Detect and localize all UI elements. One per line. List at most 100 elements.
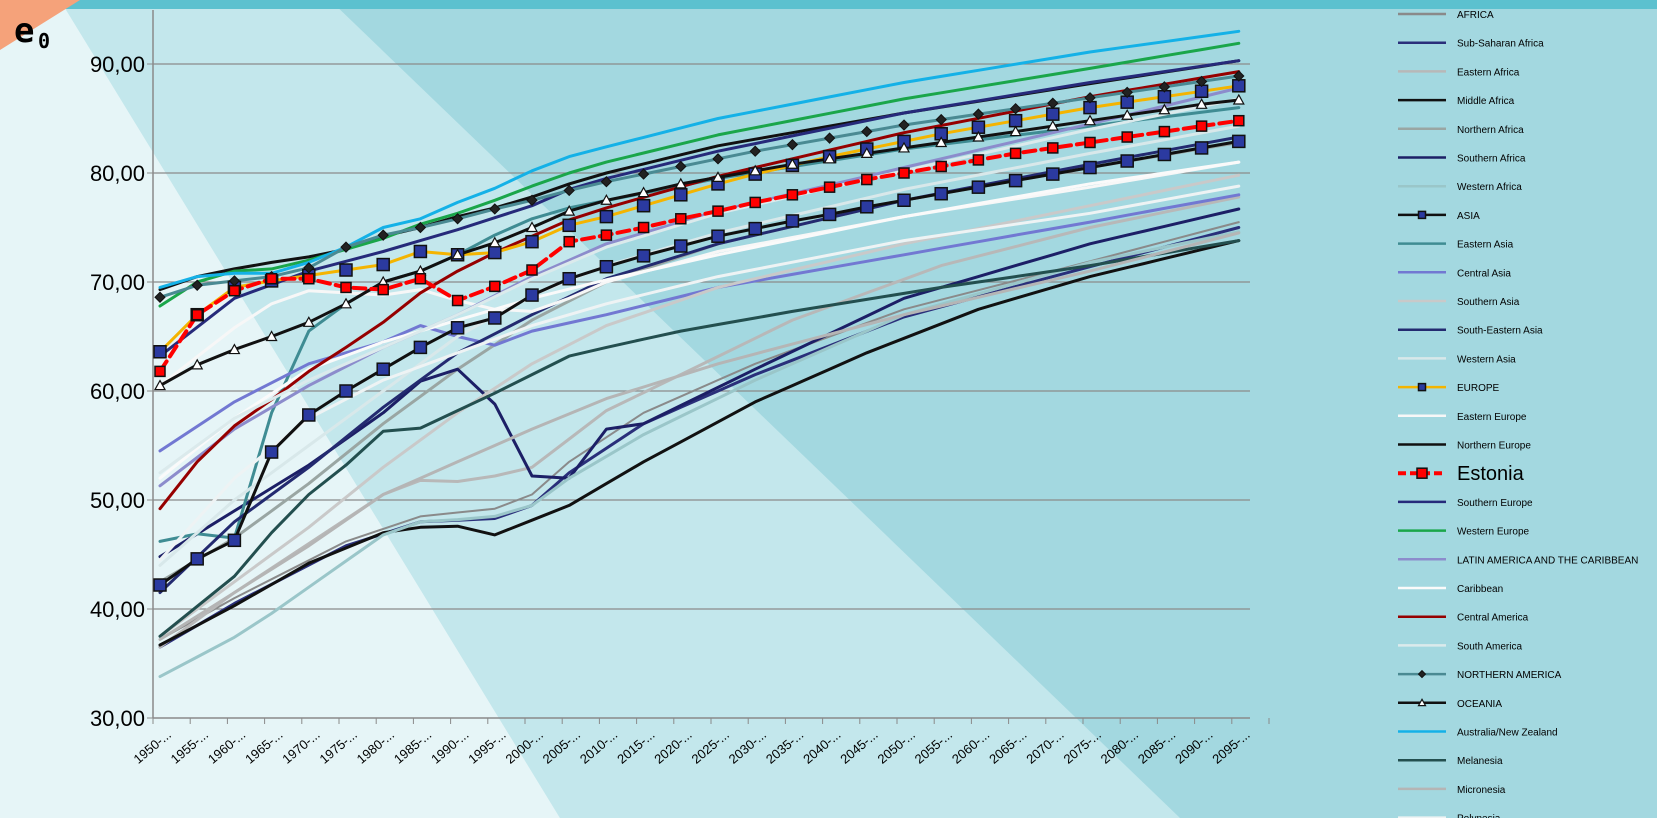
top-bar	[0, 0, 1657, 9]
data-point	[413, 244, 428, 259]
data-point	[525, 221, 539, 233]
x-tick-label: 2055-...	[912, 727, 955, 767]
data-point	[339, 384, 353, 398]
legend-label: Australia/New Zealand	[1457, 728, 1558, 739]
legend-entry: Southern Europe	[1398, 498, 1533, 509]
y-tick-labels: 30,00 40,00 50,00 60,00 70,00 80,00 90,00	[90, 52, 145, 731]
legend-entry: OCEANIA	[1398, 698, 1502, 710]
x-tick-label: 2075-...	[1061, 727, 1104, 767]
x-tick-label: 2035-...	[763, 727, 806, 767]
data-point	[674, 177, 687, 189]
data-point	[674, 188, 688, 202]
data-point	[823, 132, 836, 144]
legend-entry: Sub-Saharan Africa	[1398, 39, 1544, 50]
data-point	[1417, 382, 1427, 392]
series-line-estonia	[158, 118, 1241, 374]
data-point	[227, 533, 242, 548]
legend-label: Middle Africa	[1457, 96, 1515, 107]
data-point	[450, 321, 465, 335]
x-tick-label: 1980-...	[354, 727, 397, 767]
data-point	[339, 263, 353, 277]
data-point	[1046, 107, 1060, 121]
legend-label: Western Asia	[1457, 354, 1516, 365]
data-point	[525, 288, 539, 302]
legend-label: South-Eastern Asia	[1457, 326, 1543, 337]
legend: AFRICA Sub-Saharan Africa Eastern Africa Mi…	[1398, 10, 1638, 818]
data-point	[1416, 467, 1428, 479]
data-point	[749, 164, 762, 176]
data-point	[154, 365, 166, 378]
series-line-melanesia	[158, 239, 1241, 638]
x-tick-label: 2040-...	[800, 727, 843, 767]
data-point	[636, 198, 651, 213]
legend-entry: Central America	[1398, 613, 1529, 624]
legend-label: LATIN AMERICA AND THE CARIBBEAN	[1457, 555, 1638, 566]
series-line-micronesia	[158, 231, 1241, 641]
data-point	[302, 316, 315, 327]
data-point	[1084, 136, 1096, 149]
x-tick-label: 2010-...	[577, 727, 620, 767]
data-point	[526, 194, 538, 206]
data-point	[1417, 698, 1427, 707]
data-point	[1120, 154, 1134, 168]
x-tick-labels: 1950-...1955-...1960-...1965-...1970-...…	[131, 727, 1253, 767]
data-point	[748, 221, 762, 236]
y-axis-label: e 0	[14, 11, 50, 53]
data-point	[488, 236, 501, 248]
legend-label: OCEANIA	[1457, 699, 1502, 710]
x-tick-label: 2045-...	[837, 727, 880, 767]
series-line-central-asia	[158, 193, 1241, 453]
data-point	[451, 248, 464, 260]
data-point	[1157, 147, 1172, 162]
legend-entry: AFRICA	[1398, 10, 1494, 21]
data-point	[1195, 98, 1208, 109]
data-point	[264, 445, 279, 459]
data-point	[1046, 119, 1059, 131]
legend-entry: Micronesia	[1398, 785, 1506, 796]
data-point	[898, 167, 910, 179]
data-point	[154, 291, 166, 303]
data-point	[191, 308, 203, 321]
legend-label: EUROPE	[1457, 383, 1500, 394]
legend-label: Northern Africa	[1457, 125, 1524, 136]
x-tick-label: 2020-...	[651, 727, 694, 767]
data-point	[674, 239, 688, 253]
data-point	[339, 297, 353, 309]
data-point	[786, 158, 799, 169]
legend-label: Sub-Saharan Africa	[1457, 39, 1544, 50]
data-point	[265, 272, 278, 285]
data-point	[489, 203, 501, 215]
x-tick-label: 1955-...	[168, 727, 211, 767]
data-point	[488, 311, 502, 325]
data-point	[303, 272, 315, 285]
data-point	[340, 241, 352, 253]
x-tick-label: 1975-...	[317, 727, 360, 767]
legend-entry: Polynesia	[1398, 814, 1501, 818]
legend-entry: Northern Africa	[1398, 125, 1524, 136]
data-point	[414, 272, 427, 285]
data-point	[1195, 75, 1208, 88]
data-point	[712, 205, 724, 217]
x-tick-label: 2085-...	[1135, 727, 1178, 767]
legend-label: AFRICA	[1457, 10, 1494, 21]
x-tick-label: 2095-...	[1209, 727, 1252, 767]
legend-label: Micronesia	[1457, 785, 1506, 796]
data-point	[1008, 113, 1023, 128]
series-line-southern-europe	[158, 59, 1241, 358]
data-point	[823, 152, 836, 164]
data-point	[1121, 131, 1133, 143]
data-point	[935, 160, 947, 173]
legend-label: Eastern Europe	[1457, 412, 1527, 423]
data-point	[972, 154, 985, 166]
legend-entry: Western Asia	[1398, 354, 1516, 365]
data-point	[153, 345, 167, 359]
x-tick-label: 2065-...	[986, 727, 1029, 767]
legend-label: ASIA	[1457, 211, 1480, 222]
series-line-northern-america	[158, 74, 1241, 299]
data-point	[898, 119, 910, 131]
data-point	[599, 259, 614, 274]
x-tick-label: 1965-...	[242, 727, 285, 767]
data-point	[191, 358, 204, 370]
x-tick-label: 1995-...	[465, 727, 508, 767]
y-tick-label: 40,00	[90, 597, 145, 622]
